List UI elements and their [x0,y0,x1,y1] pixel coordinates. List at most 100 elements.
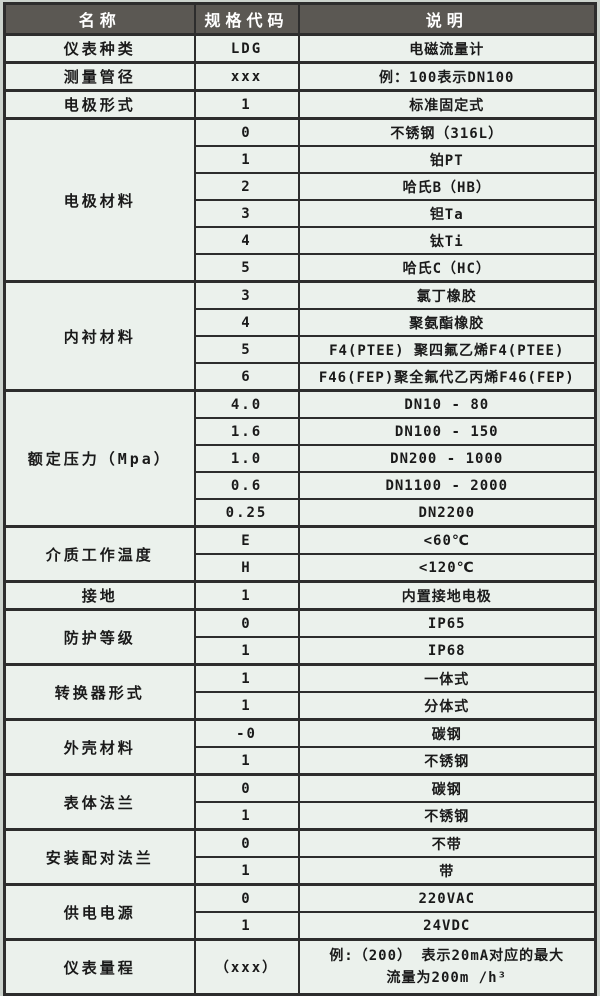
table-row: 接地 1 内置接地电极 [3,580,597,611]
desc-cell: 钽Ta [297,199,597,228]
desc-cell: 分体式 [297,691,597,721]
desc-cell: 铂PT [297,145,597,174]
table-row: 5 F4(PTEE) 聚四氟乙烯F4(PTEE) [5,335,597,364]
code-cell: -0 [193,718,300,748]
group-label-electrode-material: 电极材料 [3,117,196,283]
table-row: 内衬材料 3 氯丁橡胶 [3,280,597,392]
code-cell: 2 [193,172,300,201]
desc-cell: F46(FEP)聚全氟代乙丙烯F46(FEP) [297,362,597,392]
table-row: 表体法兰 0 碳钢 [3,773,597,831]
desc-line: 流量为200m /h³ [386,970,507,986]
desc-cell: 内置接地电极 [297,580,597,611]
header-row: 名称 规格代码 说明 [3,2,597,36]
desc-cell: IP68 [297,636,597,666]
code-cell: 5 [193,253,300,283]
code-cell: 0 [193,117,300,147]
group-label-housing-material: 外壳材料 [3,718,196,776]
table-row: 仪表量程 （xxx） 例:（200） 表示20mA对应的最大 流量为200m /… [3,938,597,996]
table-row: 外壳材料 -0 碳钢 [3,718,597,776]
group-label-body-flange: 表体法兰 [3,773,196,831]
column-header-description: 说明 [297,2,597,36]
table-row: 2 哈氏B（HB） [5,172,597,201]
code-cell: 4 [193,226,300,255]
desc-cell: 220VAC [297,883,597,913]
desc-cell: IP65 [297,608,597,638]
code-cell: 3 [193,199,300,228]
code-cell: 1.0 [193,444,300,473]
desc-cell: 不锈钢 [297,746,597,776]
group-label-rated-pressure: 额定压力（Mpa） [3,389,196,528]
desc-cell: 钛Ti [297,226,597,255]
table-row: 安装配对法兰 0 不带 [3,828,597,886]
table-row: 1.6 DN100 - 150 [5,417,597,446]
desc-cell: <60℃ [297,525,597,555]
code-cell: 1 [193,746,300,776]
group-label-instrument-type: 仪表种类 [3,33,196,64]
table-row: 4 聚氨酯橡胶 [5,308,597,337]
desc-cell: 标准固定式 [297,89,597,120]
desc-cell: 不锈钢（316L） [297,117,597,147]
code-cell: 1 [193,145,300,174]
table-row: 供电电源 0 220VAC [3,883,597,941]
desc-cell: 例:（200） 表示20mA对应的最大 流量为200m /h³ [297,938,597,996]
code-cell: 0.25 [193,498,300,528]
page: 名称 规格代码 说明 仪表种类 LDG 电磁流量计 测量管径 xxx 例：100… [3,2,597,996]
table-row: 防护等级 0 IP65 [3,608,597,666]
code-cell: LDG [193,33,300,64]
table-row: 6 F46(FEP)聚全氟代乙丙烯F46(FEP) [5,362,597,392]
group-label-instrument-range: 仪表量程 [3,938,196,996]
table-row: 1.0 DN200 - 1000 [5,444,597,473]
code-cell: 0.6 [193,471,300,500]
group-label-converter-form: 转换器形式 [3,663,196,721]
group-label-electrode-form: 电极形式 [3,89,196,120]
table-row: 1 24VDC [5,911,597,941]
table-row: 介质工作温度 E <60℃ [3,525,597,583]
code-cell: E [193,525,300,555]
desc-cell: 聚氨酯橡胶 [297,308,597,337]
desc-cell: 哈氏C（HC） [297,253,597,283]
code-cell: 4.0 [193,389,300,419]
desc-cell: 哈氏B（HB） [297,172,597,201]
table-row: 1 铂PT [5,145,597,174]
desc-cell: 碳钢 [297,773,597,803]
desc-cell: DN200 - 1000 [297,444,597,473]
code-cell: 1 [193,580,300,611]
desc-cell: 电磁流量计 [297,33,597,64]
desc-cell: DN100 - 150 [297,417,597,446]
table-row: 电极形式 1 标准固定式 [3,89,597,120]
code-cell: 6 [193,362,300,392]
table-row: 仪表种类 LDG 电磁流量计 [3,33,597,64]
group-label-medium-temperature: 介质工作温度 [3,525,196,583]
table-row: 测量管径 xxx 例：100表示DN100 [3,61,597,92]
desc-cell: <120℃ [297,553,597,583]
code-cell: 1 [193,911,300,941]
spec-table: 名称 规格代码 说明 仪表种类 LDG 电磁流量计 测量管径 xxx 例：100… [3,2,597,996]
table-row: 1 不锈钢 [5,801,597,831]
desc-cell: 24VDC [297,911,597,941]
table-row: 0.6 DN1100 - 2000 [5,471,597,500]
group-label-power-supply: 供电电源 [3,883,196,941]
code-cell: 1 [193,691,300,721]
desc-cell: 氯丁橡胶 [297,280,597,310]
table-row: H <120℃ [5,553,597,583]
code-cell: 1 [193,856,300,886]
group-label-mating-flange: 安装配对法兰 [3,828,196,886]
code-cell: H [193,553,300,583]
desc-cell: F4(PTEE) 聚四氟乙烯F4(PTEE) [297,335,597,364]
code-cell: 1.6 [193,417,300,446]
code-cell: 0 [193,608,300,638]
code-cell: 0 [193,883,300,913]
group-label-protection-grade: 防护等级 [3,608,196,666]
desc-cell: DN1100 - 2000 [297,471,597,500]
desc-cell: 不锈钢 [297,801,597,831]
code-cell: 5 [193,335,300,364]
column-header-name: 名称 [3,2,196,36]
code-cell: xxx [193,61,300,92]
table-row: 转换器形式 1 一体式 [3,663,597,721]
code-cell: （xxx） [193,938,300,996]
desc-cell: DN2200 [297,498,597,528]
group-label-grounding: 接地 [3,580,196,611]
desc-cell: 一体式 [297,663,597,693]
table-row: 额定压力（Mpa） 4.0 DN10 - 80 [3,389,597,528]
group-label-lining-material: 内衬材料 [3,280,196,392]
